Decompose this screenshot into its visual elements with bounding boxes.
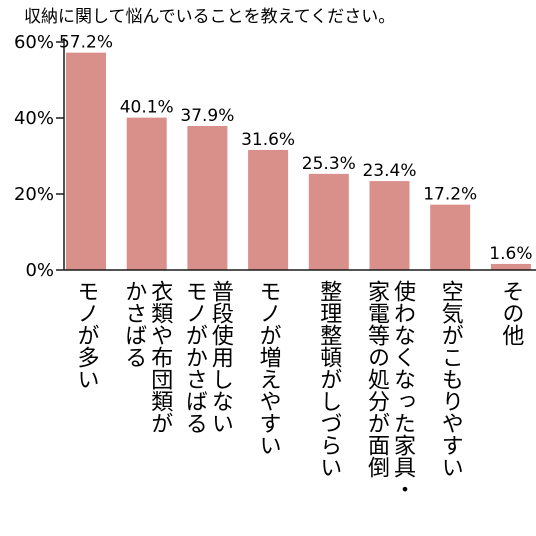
category-label-column: 衣類や布団類が (147, 280, 173, 434)
category-label-column: 使わなくなった家具・ (390, 280, 416, 500)
bar (308, 173, 349, 270)
category-label-column: その他 (498, 280, 524, 346)
y-tick-label: 60% (14, 32, 54, 53)
category-label-column: かさばる (121, 280, 146, 368)
category-label-column: モノが多い (74, 280, 99, 390)
category-label: 整理整頓がしづらい (316, 280, 342, 478)
category-label-column: 家電等の処分が面倒 (364, 280, 390, 478)
bar (126, 117, 167, 271)
data-label: 40.1% (120, 98, 174, 118)
bar (248, 149, 289, 270)
bars (66, 52, 531, 271)
data-label: 31.6% (241, 130, 295, 150)
y-tick-label: 0% (25, 260, 54, 281)
bar (187, 125, 228, 270)
category-label: 空気がこもりやすい (438, 280, 464, 478)
data-label: 17.2% (423, 185, 477, 205)
category-label-column: 普段使用しない (208, 280, 234, 434)
data-label: 23.4% (362, 161, 416, 181)
bar (66, 52, 106, 270)
bar (369, 181, 410, 270)
data-label: 1.6% (489, 244, 532, 264)
category-label: モノが増えやすい (256, 280, 282, 456)
bar (430, 204, 471, 270)
category-label-column: モノがかさばる (182, 280, 207, 434)
category-label: モノが多い (74, 280, 99, 390)
category-label-column: 整理整頓がしづらい (316, 280, 342, 478)
category-label: その他 (498, 280, 524, 346)
y-axis: 0% 20% 40% 60% (14, 32, 65, 281)
y-tick-label: 40% (14, 108, 54, 129)
data-label: 57.2% (59, 33, 113, 53)
category-label: 使わなくなった家具・家電等の処分が面倒 (364, 280, 416, 500)
category-label-column: 空気がこもりやすい (438, 280, 464, 478)
data-labels: 57.2% 40.1% 37.9% 31.6% 25.3% 23.4% 17.2% 1.6% (59, 33, 533, 264)
chart-title: 収納に関して悩んでいることを教えてください。 (24, 7, 395, 27)
data-label: 25.3% (302, 154, 356, 174)
category-label-column: モノが増えやすい (256, 280, 282, 456)
bar (490, 263, 531, 270)
y-tick-label: 20% (14, 184, 54, 205)
data-label: 37.9% (180, 106, 234, 126)
